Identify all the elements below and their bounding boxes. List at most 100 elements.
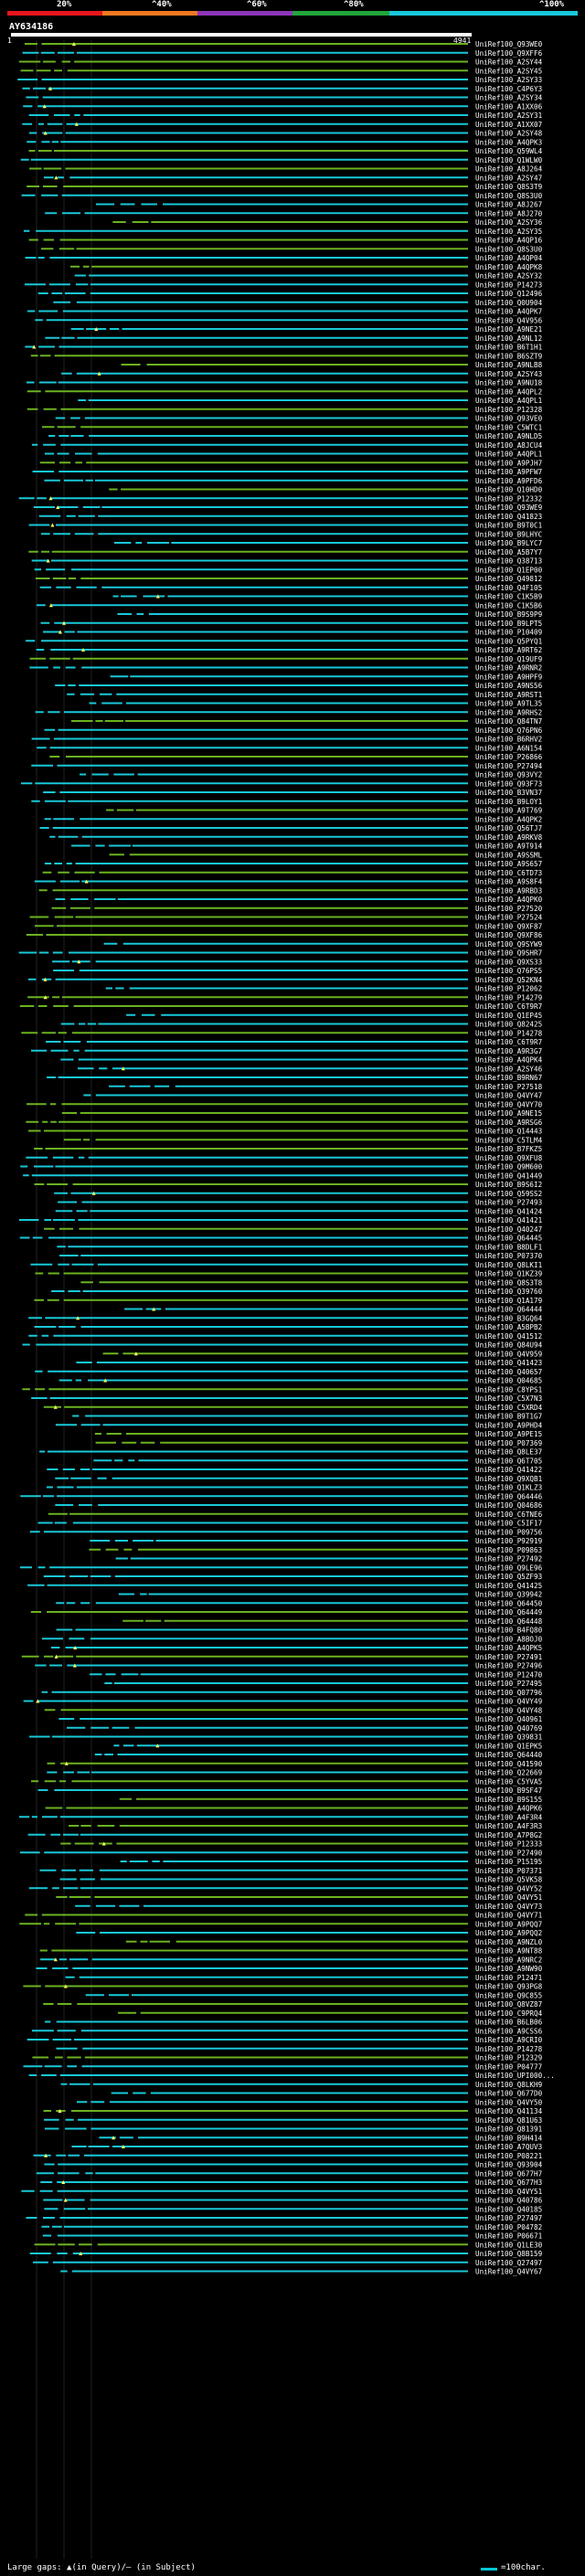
hit-label[interactable]: UniRef100_Q9XFU8 — [475, 1154, 543, 1162]
hit-row[interactable]: UniRef100_A9NZL0 — [125, 1938, 543, 1946]
hit-row[interactable]: UniRef100_A9NLB8 — [121, 361, 543, 369]
hit-label[interactable]: UniRef100_P07370 — [475, 1252, 543, 1260]
hit-row[interactable]: UniRef100_P12471 — [65, 1974, 543, 1982]
hit-label[interactable]: UniRef100_B9LYC7 — [475, 539, 542, 547]
hit-label[interactable]: UniRef100_Q64449 — [475, 1608, 543, 1617]
hit-row[interactable]: UniRef100_P07369 — [95, 1439, 543, 1447]
hit-label[interactable]: UniRef100_Q4VY49 — [475, 1698, 543, 1706]
hit-row[interactable]: UniRef100_Q4V956 — [35, 316, 543, 324]
hit-row[interactable]: UniRef100_Q0U904 — [53, 299, 543, 307]
hit-label[interactable]: UniRef100_Q1EP45 — [475, 1012, 542, 1020]
hit-row[interactable]: UniRef100_Q40247 — [44, 1225, 542, 1234]
hit-row[interactable]: UniRef100_Q07796 — [41, 1689, 543, 1697]
hit-row[interactable]: UniRef100_Q9XQB1 — [55, 1475, 543, 1483]
hit-row[interactable]: UniRef100_B9SF47 — [37, 1786, 543, 1795]
hit-label[interactable]: UniRef100_A9HPF9 — [475, 673, 543, 681]
hit-label[interactable]: UniRef100_A4QPL2 — [475, 387, 542, 396]
hit-row[interactable]: UniRef100_A9NW90 — [36, 1965, 543, 1973]
hit-label[interactable]: UniRef100_P14279 — [475, 993, 543, 1002]
hit-row[interactable]: UniRef100_Q5PYQ1 — [26, 637, 543, 645]
hit-label[interactable]: UniRef100_Q4VY51 — [475, 2188, 543, 2196]
hit-row[interactable]: UniRef100_Q9LE96 — [20, 1564, 543, 1572]
hit-row[interactable]: UniRef100_Q1EP45 — [126, 1012, 542, 1020]
hit-row[interactable]: UniRef100_Q22669 — [47, 1769, 543, 1777]
hit-row[interactable]: UniRef100_Q93F73 — [21, 779, 542, 788]
hit-label[interactable]: UniRef100_A9NW90 — [475, 1965, 543, 1973]
hit-label[interactable]: UniRef100_C5XRD4 — [475, 1404, 543, 1412]
hit-row[interactable]: UniRef100_Q5ZF93 — [43, 1573, 542, 1581]
hit-label[interactable]: UniRef100_A4QP16 — [475, 237, 543, 245]
hit-label[interactable]: UniRef100_A9CSS6 — [475, 2027, 543, 2035]
hit-label[interactable]: UniRef100_B9LOY1 — [475, 798, 543, 806]
hit-label[interactable]: UniRef100_A9T769 — [475, 807, 543, 815]
hit-label[interactable]: UniRef100_Q40961 — [475, 1715, 543, 1723]
hit-row[interactable]: UniRef100_C9PRQ4 — [118, 2009, 543, 2018]
hit-label[interactable]: UniRef100_Q49812 — [475, 575, 542, 583]
hit-label[interactable]: UniRef100_A2SY48 — [475, 130, 543, 138]
hit-row[interactable]: UniRef100_C6T9R7 — [46, 1038, 542, 1046]
hit-label[interactable]: UniRef100_A6N154 — [475, 744, 543, 752]
hit-label[interactable]: UniRef100_Q41823 — [475, 513, 542, 521]
hit-label[interactable]: UniRef100_A2SY31 — [475, 111, 543, 120]
hit-row[interactable]: UniRef100_Q4VY51 — [56, 1893, 543, 1902]
hit-row[interactable]: UniRef100_Q39942 — [118, 1591, 542, 1599]
hit-row[interactable]: UniRef100_A9CRI0 — [27, 2036, 543, 2044]
hit-label[interactable]: UniRef100_Q677H3 — [475, 2178, 542, 2187]
hit-row[interactable]: UniRef100_P27520 — [51, 905, 543, 913]
hit-row[interactable]: UniRef100_Q4VY47 — [83, 1092, 542, 1100]
hit-row[interactable]: UniRef100_A9NE21 — [70, 325, 543, 334]
hit-row[interactable]: UniRef100_A9NL12 — [45, 334, 542, 343]
hit-label[interactable]: UniRef100_A4QPK4 — [475, 1056, 543, 1065]
hit-label[interactable]: UniRef100_B3GQ64 — [475, 1314, 543, 1322]
hit-row[interactable]: UniRef100_Q4VY70 — [27, 1100, 543, 1108]
hit-row[interactable]: UniRef100_P08221 — [33, 2152, 543, 2160]
hit-label[interactable]: UniRef100_Q4VY70 — [475, 1100, 543, 1108]
hit-row[interactable]: UniRef100_A4QP04 — [25, 254, 543, 262]
hit-label[interactable]: UniRef100_Q39760 — [475, 1288, 543, 1296]
hit-row[interactable]: UniRef100_A9NS56 — [55, 682, 543, 690]
hit-row[interactable]: UniRef100_Q8S3U0 — [21, 192, 543, 200]
hit-row[interactable]: UniRef100_A9CSS6 — [31, 2027, 543, 2035]
hit-row[interactable]: UniRef100_Q677H3 — [40, 2178, 542, 2187]
hit-label[interactable]: UniRef100_P27494 — [475, 762, 543, 770]
hit-row[interactable]: UniRef100_P12333 — [60, 1840, 542, 1849]
hit-row[interactable]: UniRef100_Q4VY67 — [60, 2268, 542, 2276]
hit-label[interactable]: UniRef100_A9RNR2 — [475, 664, 542, 673]
hit-row[interactable]: UniRef100_C5WTC1 — [41, 423, 543, 431]
hit-label[interactable]: UniRef100_P04777 — [475, 2062, 542, 2071]
hit-row[interactable]: UniRef100_Q93WE9 — [33, 504, 543, 512]
hit-row[interactable]: UniRef100_Q4VY71 — [25, 1912, 543, 1920]
hit-row[interactable]: UniRef100_A2SY33 — [17, 76, 542, 84]
hit-label[interactable]: UniRef100_A4F3R4 — [475, 1813, 543, 1821]
hit-row[interactable]: UniRef100_A9PFW7 — [32, 468, 543, 476]
hit-label[interactable]: UniRef100_Q41422 — [475, 1466, 542, 1474]
hit-label[interactable]: UniRef100_A2SY43 — [475, 370, 542, 378]
hit-label[interactable]: UniRef100_Q9SYW9 — [475, 940, 543, 949]
hit-row[interactable]: UniRef100_A9S657 — [44, 860, 542, 868]
hit-row[interactable]: UniRef100_A4QPK8 — [70, 263, 543, 271]
hit-row[interactable]: UniRef100_Q39760 — [51, 1288, 543, 1296]
hit-label[interactable]: UniRef100_Q40769 — [475, 1724, 543, 1733]
hit-row[interactable]: UniRef100_A9PE15 — [94, 1430, 542, 1438]
hit-row[interactable]: UniRef100_Q9M600 — [20, 1163, 543, 1171]
hit-row[interactable]: UniRef100_Q59SS2 — [54, 1190, 542, 1198]
hit-row[interactable]: UniRef100_A2SY35 — [24, 228, 542, 236]
hit-row[interactable]: UniRef100_P04782 — [41, 2223, 542, 2231]
hit-label[interactable]: UniRef100_Q5PYQ1 — [475, 637, 543, 645]
hit-label[interactable]: UniRef100_A4QPL1 — [475, 451, 543, 459]
hit-row[interactable]: UniRef100_P26866 — [49, 753, 543, 761]
hit-row[interactable]: UniRef100_Q59WL4 — [28, 147, 543, 155]
hit-label[interactable]: UniRef100_P12470 — [475, 1670, 543, 1679]
hit-label[interactable]: UniRef100_A4QP04 — [475, 254, 543, 262]
hit-row[interactable]: UniRef100_A9PFD6 — [44, 477, 543, 485]
hit-row[interactable]: UniRef100_Q677D0 — [111, 2090, 543, 2098]
hit-label[interactable]: UniRef100_A9T914 — [475, 843, 543, 851]
hit-row[interactable]: UniRef100_Q8LE37 — [39, 1448, 542, 1457]
hit-row[interactable]: UniRef100_P27518 — [109, 1083, 543, 1091]
hit-row[interactable]: UniRef100_Q9SHR7 — [18, 949, 543, 958]
hit-row[interactable]: UniRef100_C4P6Y3 — [22, 85, 542, 93]
hit-row[interactable]: UniRef100_Q52KN4 — [27, 976, 543, 984]
hit-label[interactable]: UniRef100_Q64450 — [475, 1599, 543, 1607]
hit-label[interactable]: UniRef100_A4F3R3 — [475, 1822, 542, 1830]
hit-label[interactable]: UniRef100_Q4VY47 — [475, 1092, 542, 1100]
